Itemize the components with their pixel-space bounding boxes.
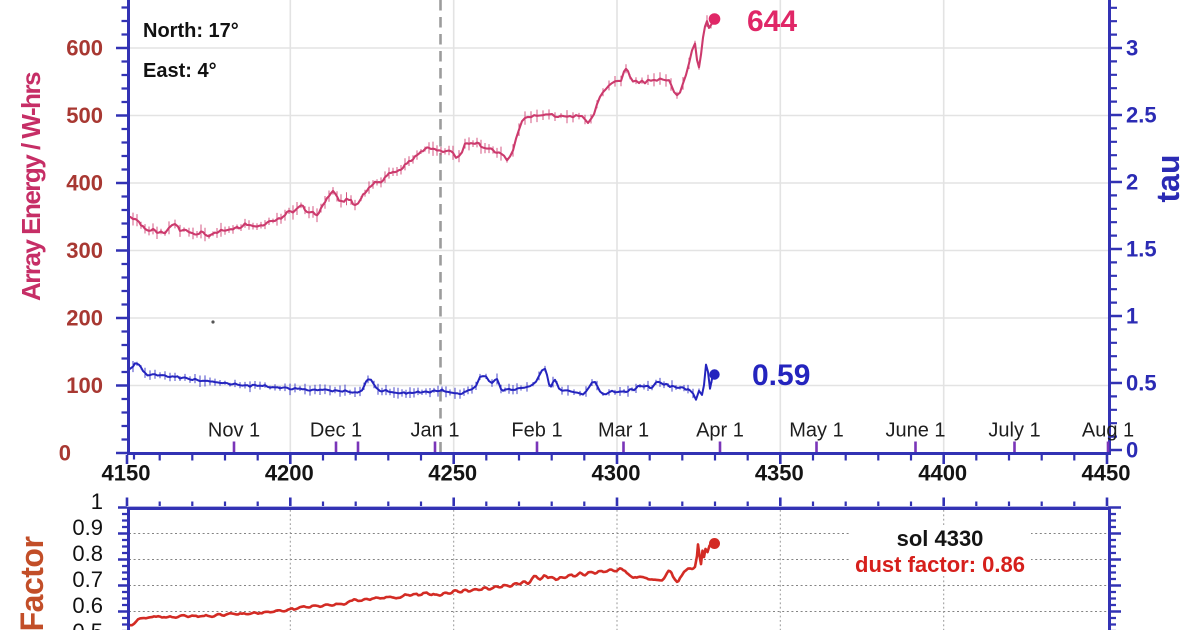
svg-text:4400: 4400 [918,461,967,486]
svg-text:600: 600 [66,36,103,61]
svg-text:2: 2 [1126,170,1138,195]
svg-text:Dec 1: Dec 1 [310,420,362,442]
svg-text:2.5: 2.5 [1126,103,1157,128]
svg-text:200: 200 [66,306,103,331]
svg-text:June 1: June 1 [885,420,945,442]
svg-text:0: 0 [59,441,71,466]
svg-text:Mar 1: Mar 1 [598,420,649,442]
svg-text:4450: 4450 [1082,461,1131,486]
svg-text:Apr 1: Apr 1 [696,420,744,442]
svg-text:1: 1 [1126,304,1138,329]
svg-text:dust factor: 0.86: dust factor: 0.86 [855,552,1025,577]
svg-text:4200: 4200 [265,461,314,486]
svg-text:Array Energy / W-hrs: Array Energy / W-hrs [16,72,46,301]
svg-text:0.7: 0.7 [72,567,103,592]
svg-text:100: 100 [66,373,103,398]
svg-text:0.5: 0.5 [1126,371,1157,396]
svg-text:4150: 4150 [102,461,151,486]
svg-text:1: 1 [91,489,103,514]
svg-text:644: 644 [747,5,797,38]
svg-text:0: 0 [1126,438,1138,463]
svg-text:0.59: 0.59 [752,359,810,392]
svg-text:0.6: 0.6 [72,593,103,618]
svg-text:4350: 4350 [755,461,804,486]
svg-text:tau: tau [1150,155,1186,203]
svg-text:Factor: Factor [14,537,50,630]
svg-text:0.5: 0.5 [72,619,103,630]
svg-text:May 1: May 1 [789,420,843,442]
svg-text:Nov 1: Nov 1 [208,420,260,442]
svg-text:4300: 4300 [592,461,641,486]
svg-text:North: 17°: North: 17° [143,20,239,42]
svg-text:3: 3 [1126,36,1138,61]
svg-text:500: 500 [66,103,103,128]
svg-text:Aug 1: Aug 1 [1082,420,1134,442]
svg-text:sol 4330: sol 4330 [897,526,984,551]
svg-text:4250: 4250 [428,461,477,486]
svg-text:400: 400 [66,171,103,196]
svg-text:Feb 1: Feb 1 [511,420,562,442]
svg-text:1.5: 1.5 [1126,237,1157,262]
svg-text:300: 300 [66,238,103,263]
svg-text:East: 4°: East: 4° [143,60,217,82]
svg-text:July 1: July 1 [988,420,1040,442]
svg-text:0.9: 0.9 [72,515,103,540]
svg-text:Jan 1: Jan 1 [411,420,460,442]
svg-text:0.8: 0.8 [72,541,103,566]
